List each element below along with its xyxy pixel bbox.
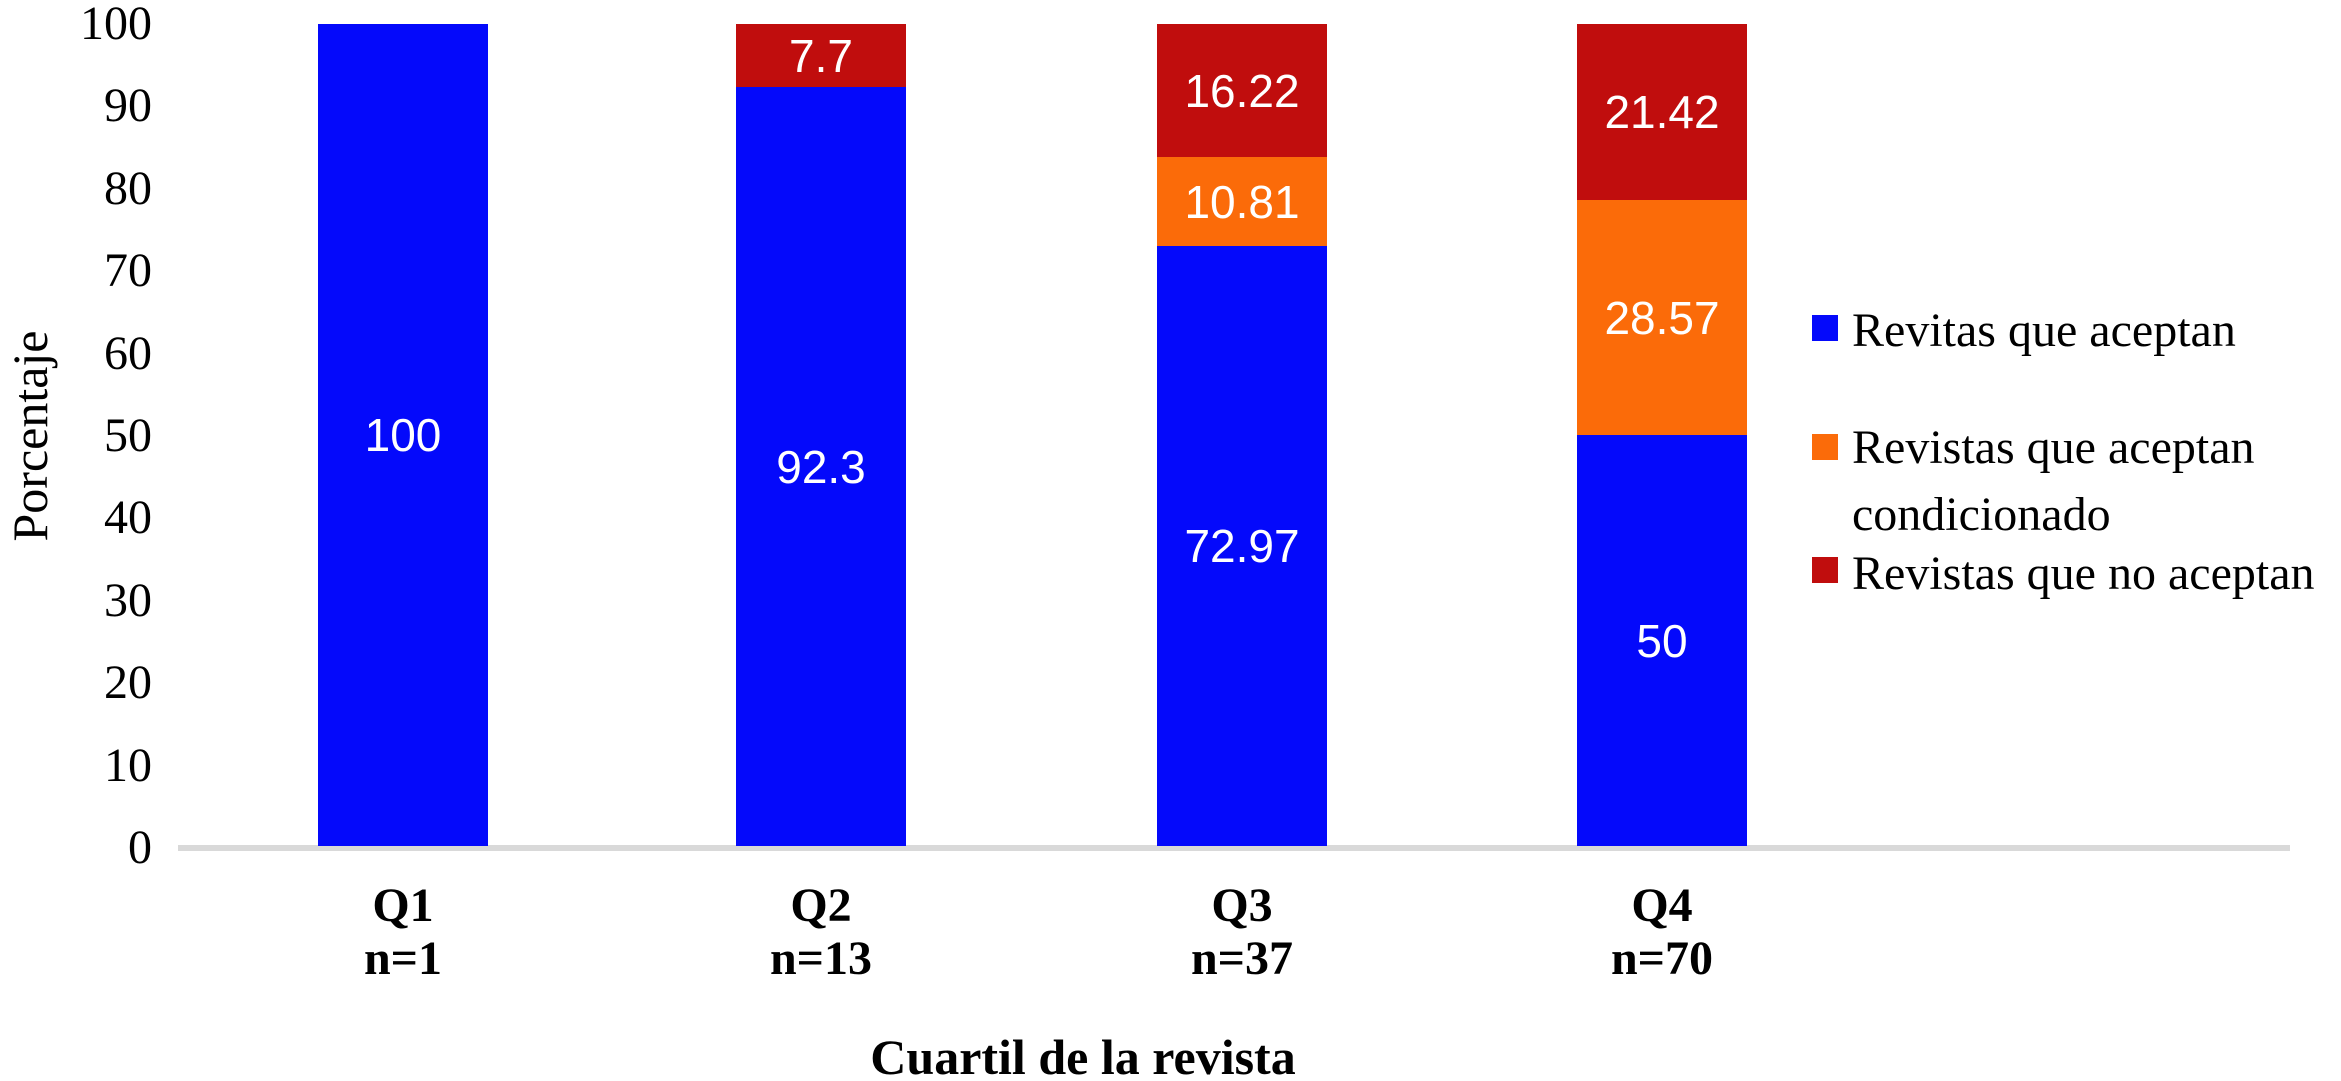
x-tick-label-q3: Q3 n=37 xyxy=(1092,879,1392,985)
data-label: 7.7 xyxy=(789,29,853,82)
segment-revitas-que-aceptan: 50 xyxy=(1577,435,1747,846)
segment-revistas-que-no-aceptan: 21.42 xyxy=(1577,24,1747,201)
y-tick-label: 100 xyxy=(80,0,152,50)
x-axis-line xyxy=(178,845,2290,851)
x-tick-count: n=37 xyxy=(1190,932,1294,985)
x-tick-label-q2: Q2 n=13 xyxy=(671,879,971,985)
x-tick-label-q1: Q1 n=1 xyxy=(253,879,553,985)
legend-label-line2: condicionado xyxy=(1852,488,2111,541)
bar-q4: 21.42 28.57 50 xyxy=(1577,24,1747,846)
segment-revitas-que-aceptan: 72.97 xyxy=(1157,246,1327,846)
legend-swatch-red-icon xyxy=(1812,557,1838,583)
y-tick-label: 10 xyxy=(104,739,152,792)
legend-swatch-orange-icon xyxy=(1812,434,1838,460)
y-tick-label: 70 xyxy=(104,244,152,297)
x-tick-category: Q1 xyxy=(372,879,434,932)
data-label: 16.22 xyxy=(1184,64,1300,117)
data-label: 100 xyxy=(364,409,442,461)
x-tick-count: n=1 xyxy=(363,932,443,985)
legend-label-revistas-que-no-aceptan: Revistas que no aceptan xyxy=(1852,547,2315,600)
y-tick-label: 0 xyxy=(128,821,152,874)
data-label: 28.57 xyxy=(1604,291,1720,344)
legend-label-revitas-que-aceptan: Revitas que aceptan xyxy=(1852,304,2236,357)
x-tick-count: n=13 xyxy=(769,932,873,985)
y-tick-label: 80 xyxy=(104,162,152,215)
legend-label-line1: Revistas que aceptan xyxy=(1852,421,2255,474)
bar-q2: 7.7 92.3 xyxy=(736,24,906,846)
segment-revitas-que-aceptan: 92.3 xyxy=(736,87,906,846)
data-label: 92.3 xyxy=(776,440,866,493)
y-tick-label: 60 xyxy=(104,327,152,380)
data-label: 50 xyxy=(1636,614,1688,667)
segment-revistas-que-aceptan-condicionado: 28.57 xyxy=(1577,200,1747,435)
x-tick-label-q4: Q4 n=70 xyxy=(1512,879,1812,985)
data-label: 72.97 xyxy=(1184,520,1300,573)
segment-revistas-que-aceptan-condicionado: 10.81 xyxy=(1157,157,1327,247)
x-tick-count: n=70 xyxy=(1610,932,1714,985)
y-tick-label: 90 xyxy=(104,79,152,132)
legend-label-revistas-que-aceptan-condicionado: Revistas que aceptan condicionado xyxy=(1852,414,2255,548)
bar-q3: 16.22 10.81 72.97 xyxy=(1157,24,1327,846)
legend-swatch-blue-icon xyxy=(1812,315,1838,341)
y-tick-label: 20 xyxy=(104,656,152,709)
y-tick-label: 30 xyxy=(104,574,152,627)
segment-revistas-que-no-aceptan: 7.7 xyxy=(736,24,906,88)
x-tick-category: Q4 xyxy=(1631,879,1693,932)
data-label: 21.42 xyxy=(1604,86,1720,139)
segment-revitas-que-aceptan: 100 xyxy=(318,24,488,846)
x-tick-category: Q3 xyxy=(1211,879,1273,932)
data-label: 10.81 xyxy=(1184,175,1300,228)
x-axis-title: Cuartil de la revista xyxy=(870,1029,1296,1081)
bar-q1: 100 xyxy=(318,24,488,846)
y-tick-label: 50 xyxy=(104,409,152,462)
y-tick-label: 40 xyxy=(104,491,152,544)
segment-revistas-que-no-aceptan: 16.22 xyxy=(1157,24,1327,158)
x-tick-category: Q2 xyxy=(790,879,852,932)
